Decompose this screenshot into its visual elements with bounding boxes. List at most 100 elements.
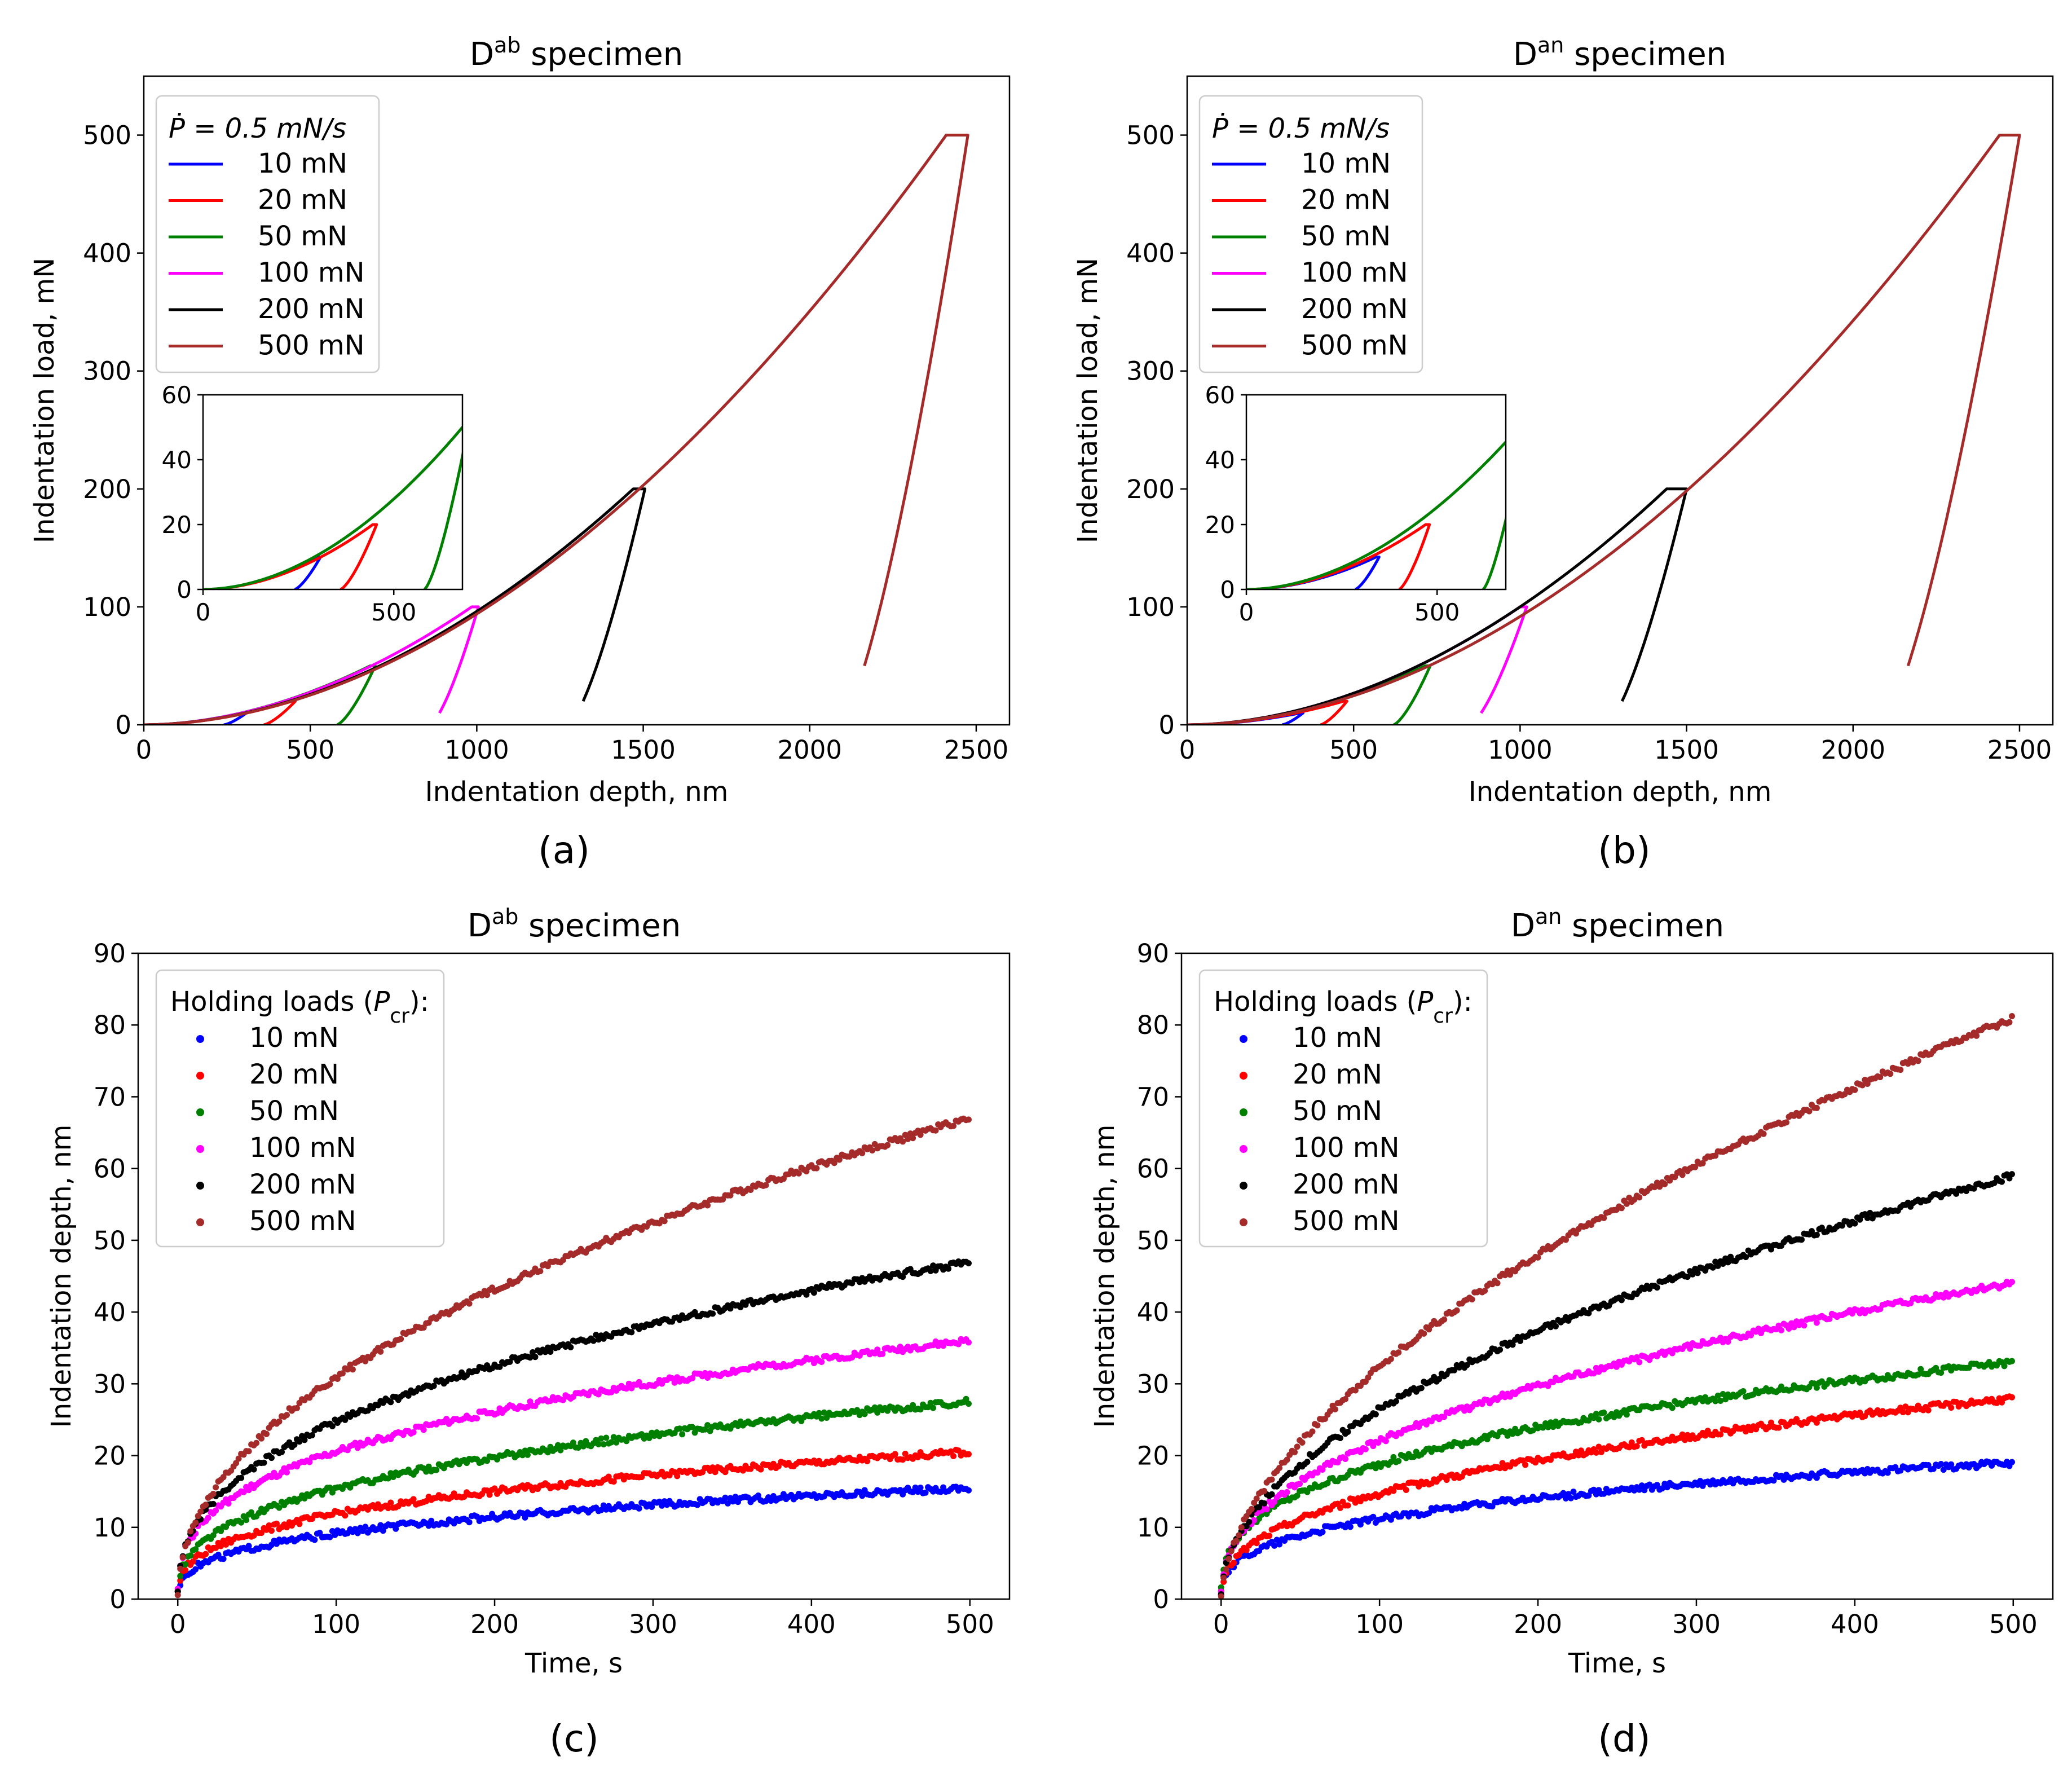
data-point [182,1567,189,1574]
data-point [524,1451,531,1458]
x-tick-label: 1000 [444,735,509,765]
data-point [950,1453,957,1459]
x-tick-label: 100 [312,1609,360,1639]
data-point [966,1260,972,1267]
y-axis-label: Indentation depth, nm [46,1125,77,1428]
legend-title-text: Ṗ = 0.5 mN/s [1212,113,1390,144]
data-point [1337,1504,1343,1511]
data-point [1497,1346,1504,1353]
data-point [1806,1475,1813,1481]
data-point [1347,1524,1354,1530]
x-tick-label: 2000 [778,735,843,765]
data-point [1801,1322,1808,1329]
data-point [547,1349,554,1355]
data-point [210,1500,217,1507]
legend-entry: 200 mN [249,1169,356,1200]
data-point [423,1468,430,1475]
data-point [1646,1481,1653,1488]
y-tick-label: 30 [94,1369,126,1399]
data-point [1925,1407,1932,1414]
data-point [702,1370,708,1376]
y-tick-label: 40 [94,1297,126,1327]
plot-frame [143,75,1011,726]
data-point [250,1466,257,1473]
data-point [727,1192,734,1199]
data-point [327,1534,333,1540]
data-point [1276,1541,1283,1548]
data-point [1684,1274,1691,1280]
data-point [1426,1510,1432,1517]
legend-title-var: P [1417,986,1433,1018]
caption-b: (b) [1598,829,1650,872]
data-point [1638,1482,1645,1489]
data-point [1568,1495,1574,1502]
data-point [1578,1447,1584,1454]
data-point [1887,1071,1894,1077]
legend-entry: 100 mN [249,1132,356,1164]
data-point [202,1551,209,1557]
data-point [1994,1399,2000,1406]
data-point [1702,1432,1709,1439]
legend-box [155,969,445,1248]
data-point [210,1532,217,1539]
data-point [250,1532,257,1539]
data-point [1899,1409,1906,1416]
data-point [1276,1465,1283,1471]
data-point [1948,1461,1955,1468]
data-point [1251,1517,1258,1524]
inset-y-tick-label: 60 [162,381,192,409]
data-point [284,1524,290,1531]
data-point [907,1130,914,1137]
data-point [836,1156,843,1163]
chart-title: Dab specimen [468,904,681,944]
data-point [1915,1058,1921,1064]
data-point [1595,1443,1602,1450]
data-point [932,1127,939,1134]
data-point [245,1543,252,1549]
data-point [177,1577,184,1584]
x-tick-label: 0 [1179,735,1196,765]
data-point [1344,1502,1351,1509]
legend-title-end: ): [1453,986,1473,1018]
data-point [456,1374,462,1381]
data-point [1940,1467,1947,1473]
data-point [1372,1465,1379,1472]
data-point [1938,1370,1945,1376]
y-tick-label: 60 [1137,1154,1169,1184]
data-point [1268,1476,1275,1483]
data-point [327,1381,333,1388]
data-point [268,1527,275,1534]
data-point [646,1434,653,1441]
y-tick-label: 0 [109,1584,126,1614]
data-point [179,1554,186,1561]
data-point [659,1468,665,1475]
data-point [192,1519,199,1526]
data-point [859,1492,866,1499]
data-point [1938,1461,1945,1467]
data-point [291,1441,298,1448]
y-tick-label: 50 [94,1226,126,1256]
data-point [1986,1359,1992,1366]
data-point [504,1283,510,1289]
data-point [210,1490,217,1497]
data-point [1529,1427,1536,1434]
data-point [1218,1584,1224,1591]
data-point [704,1202,711,1209]
data-point [755,1492,761,1499]
x-tick-label: 200 [470,1609,519,1639]
data-point [1463,1362,1470,1368]
data-point [1654,1482,1660,1489]
data-point [1826,1315,1833,1322]
data-point [679,1431,686,1438]
data-point [590,1337,597,1344]
data-point [1550,1424,1557,1430]
legend-title-end: ): [409,986,429,1018]
x-axis-label: Indentation depth, nm [1469,776,1772,808]
data-point [466,1300,473,1307]
data-point [649,1504,655,1510]
data-point [1352,1387,1359,1394]
data-point [1687,1345,1694,1352]
x-tick-label: 0 [136,735,152,765]
data-point [364,1407,371,1414]
data-point [661,1218,668,1225]
